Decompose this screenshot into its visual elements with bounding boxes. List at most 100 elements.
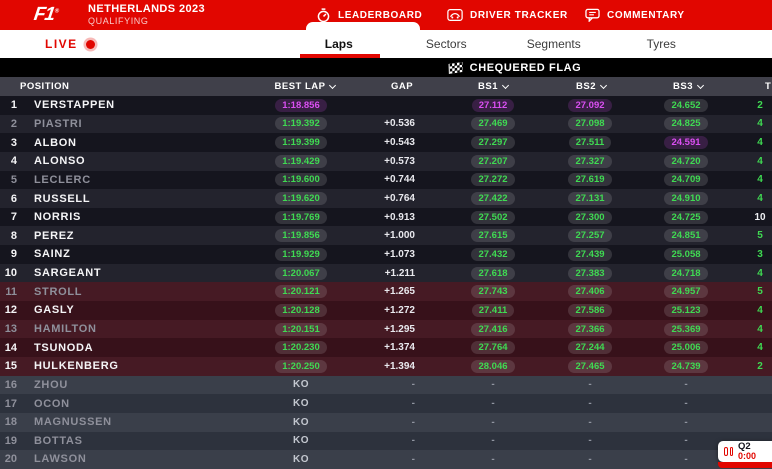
bs3-cell: 24.910 [655, 189, 717, 208]
tab-laps[interactable]: Laps [324, 37, 353, 51]
time-pill: 24.709 [664, 173, 708, 187]
time-pill: 1:19.769 [275, 210, 327, 224]
table-row[interactable]: 3 ALBON 1:19.399 +0.543 27.297 27.511 24.591 4 [0, 133, 772, 152]
gap-cell: - [345, 394, 415, 413]
pause-icon [724, 447, 733, 456]
time-pill: 25.123 [664, 303, 708, 317]
empty-value: - [411, 398, 415, 410]
time-pill: 25.369 [664, 322, 708, 336]
table-row[interactable]: 15 HULKENBERG 1:20.250 +1.394 28.046 27.465 24… [0, 356, 772, 376]
ko-label: KO [293, 398, 309, 410]
position-number: 1 [10, 99, 17, 112]
bs2-cell: - [559, 450, 621, 469]
speech-bubble-icon [585, 8, 600, 22]
col-best-lap[interactable]: BEST LAP [250, 77, 360, 96]
bs2-cell: 27.098 [559, 115, 621, 134]
table-row[interactable]: 5 LECLERC 1:19.600 +0.744 27.272 27.619 24.709… [0, 170, 772, 190]
tyre-laps: 4 [757, 155, 763, 167]
table-row[interactable]: 8 PEREZ 1:19.856 +1.000 27.615 27.257 24.851 5 [0, 226, 772, 246]
tab-segments[interactable]: Segments [526, 37, 581, 51]
table-row[interactable]: 6 RUSSELL 1:19.620 +0.764 27.422 27.131 24.910… [0, 189, 772, 208]
tyre-laps: 5 [757, 286, 763, 298]
gap-cell: +1.295 [384, 323, 415, 335]
table-row[interactable]: 20 LAWSON KO - - - - [0, 450, 772, 469]
tyre-laps: 4 [757, 304, 763, 316]
session-progress-bar [718, 462, 772, 468]
position-number: 8 [10, 229, 17, 242]
gap-cell: - [345, 376, 415, 395]
empty-value: - [411, 453, 415, 465]
col-position: POSITION [20, 81, 70, 92]
table-row[interactable]: 1 VERSTAPPEN 1:18.856 27.112 27.092 24.652 2 [0, 96, 772, 115]
table-row[interactable]: 19 BOTTAS KO - - - - [0, 431, 772, 451]
table-row[interactable]: 11 STROLL 1:20.121 +1.265 27.743 27.406 24.957… [0, 282, 772, 302]
tab-sectors[interactable]: Sectors [425, 37, 467, 51]
driver-name: HAMILTON [34, 323, 97, 335]
bs3-cell: - [655, 413, 717, 432]
bs1-cell: 27.272 [462, 171, 524, 190]
time-pill: 24.652 [664, 98, 708, 112]
bs2-cell: 27.244 [559, 338, 621, 357]
nav-tab-driver-tracker[interactable]: DRIVER TRACKER [447, 0, 568, 30]
gap-cell [345, 96, 415, 115]
table-row[interactable]: 2 PIASTRI 1:19.392 +0.536 27.469 27.098 24.825… [0, 114, 772, 134]
time-pill: 1:20.230 [275, 341, 327, 355]
best-lap-cell: 1:20.121 [270, 282, 332, 301]
empty-value: - [588, 379, 592, 391]
empty-value: - [588, 435, 592, 447]
tyre-laps: 4 [757, 267, 763, 279]
table-row[interactable]: 13 HAMILTON 1:20.151 +1.295 27.416 27.366 25.3… [0, 319, 772, 339]
table-row[interactable]: 12 GASLY 1:20.128 +1.272 27.411 27.586 25.123 4 [0, 301, 772, 320]
active-nav-indicator [306, 22, 420, 30]
time-pill: 27.469 [471, 117, 515, 131]
table-row[interactable]: 10 SARGEANT 1:20.067 +1.211 27.618 27.383 24.7… [0, 263, 772, 283]
time-pill: 27.743 [471, 285, 515, 299]
col-bs1[interactable]: BS1 [462, 77, 524, 96]
bs1-cell: - [462, 450, 524, 469]
driver-name: PEREZ [34, 229, 75, 242]
best-lap-cell: 1:19.399 [270, 133, 332, 152]
gap-cell: +0.744 [384, 174, 415, 186]
table-row[interactable]: 7 NORRIS 1:19.769 +0.913 27.502 27.300 24.725 1… [0, 207, 772, 227]
table-row[interactable]: 17 OCON KO - - - - [0, 394, 772, 413]
bs3-cell: 25.123 [655, 301, 717, 320]
empty-value: - [684, 416, 688, 428]
bs3-cell: 25.006 [655, 338, 717, 357]
col-bs3[interactable]: BS3 [655, 77, 721, 96]
session-status-card[interactable]: Q2 0:00 [718, 441, 772, 462]
time-pill: 24.957 [664, 285, 708, 299]
position-number: 4 [10, 155, 17, 168]
gap-cell: +1.265 [384, 286, 415, 298]
driver-name: HULKENBERG [34, 360, 119, 373]
nav-tab-commentary[interactable]: COMMENTARY [585, 0, 685, 30]
tab-tyres[interactable]: Tyres [646, 37, 676, 51]
bs2-cell: 27.619 [559, 171, 621, 190]
live-label: LIVE [45, 37, 78, 51]
table-row[interactable]: 14 TSUNODA 1:20.230 +1.374 27.764 27.244 25.00… [0, 338, 772, 357]
table-row[interactable]: 9 SAINZ 1:19.929 +1.073 27.432 27.439 25.058 3 [0, 245, 772, 264]
tyre-laps: 4 [757, 118, 763, 130]
time-pill: 27.618 [471, 266, 515, 280]
nav-tab-label: LEADERBOARD [338, 9, 423, 21]
driver-name: ZHOU [34, 378, 68, 391]
bs1-cell: 27.112 [462, 96, 524, 115]
bs2-cell: 27.465 [559, 357, 621, 376]
empty-value: - [491, 379, 495, 391]
bs1-cell: 28.046 [462, 357, 524, 376]
bs3-cell: 24.709 [655, 171, 717, 190]
best-lap-cell: 1:19.392 [270, 115, 332, 134]
time-pill: 24.851 [664, 229, 708, 243]
table-row[interactable]: 16 ZHOU KO - - - - [0, 375, 772, 395]
tyre-laps: 4 [757, 323, 763, 335]
time-pill: 27.207 [471, 154, 515, 168]
table-row[interactable]: 18 MAGNUSSEN KO - - - - [0, 412, 772, 432]
nav-tab-leaderboard[interactable]: LEADERBOARD [316, 0, 422, 30]
table-row[interactable]: 4 ALONSO 1:19.429 +0.573 27.207 27.327 24.720 4 [0, 151, 772, 171]
bs3-cell: - [655, 376, 717, 395]
empty-value: - [491, 398, 495, 410]
best-lap-cell: 1:19.620 [270, 189, 332, 208]
bs3-cell: 24.957 [655, 282, 717, 301]
nav-tab-label: DRIVER TRACKER [470, 9, 568, 21]
col-bs2[interactable]: BS2 [559, 77, 623, 96]
bs1-cell: 27.422 [462, 189, 524, 208]
